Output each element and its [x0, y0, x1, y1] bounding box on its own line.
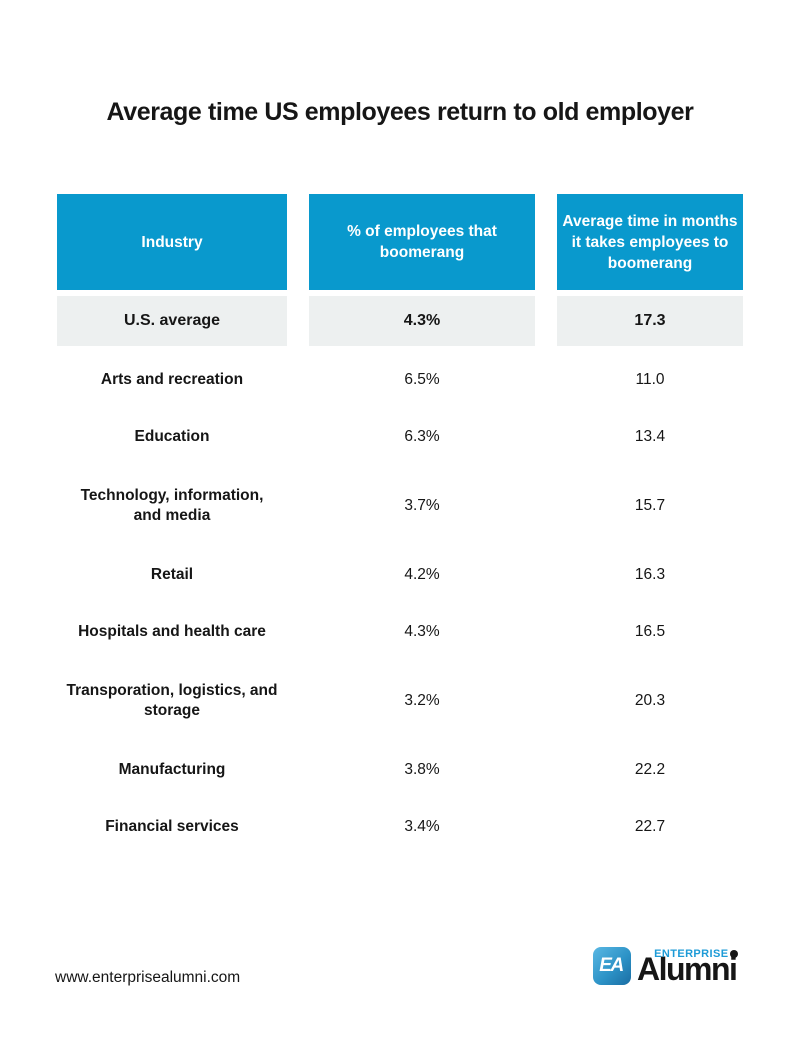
table-row: Arts and recreation 6.5% 11.0 — [57, 351, 743, 408]
table-header-row: Industry % of employees that boomerang A… — [57, 194, 743, 290]
logo-enterprise-row: ENTERPRISE — [654, 948, 739, 960]
pct-cell: 4.2% — [404, 565, 440, 583]
website-url: www.enterprisealumni.com — [55, 969, 241, 986]
industry-cell: Retail — [150, 565, 194, 583]
enterprise-alumni-logo: EA ENTERPRISE Alumni — [593, 947, 739, 987]
industry-cell: Manufacturing — [118, 760, 226, 778]
table-row: Education 6.3% 13.4 — [57, 408, 743, 465]
months-cell: 16.3 — [634, 565, 666, 583]
months-cell: 22.7 — [634, 817, 666, 835]
months-cell: 15.7 — [634, 496, 666, 514]
logo-enterprise-text: ENTERPRISE — [654, 948, 729, 960]
industry-cell: Education — [134, 427, 210, 445]
table-row: Transporation, logistics, and storage 3.… — [57, 660, 743, 741]
table-row: Manufacturing 3.8% 22.2 — [57, 741, 743, 798]
industry-cell: Arts and recreation — [100, 370, 244, 388]
pct-cell: 3.8% — [404, 760, 440, 778]
table-row: Financial services 3.4% 22.7 — [57, 798, 743, 855]
header-cell-industry: Industry — [57, 194, 287, 290]
industry-cell: Technology, information, and media — [80, 486, 264, 524]
logo-alumni-text: Alumni — [637, 951, 738, 987]
table-row: Hospitals and health care 4.3% 16.5 — [57, 603, 743, 660]
pct-cell: 4.3% — [404, 622, 440, 640]
pct-cell: 3.7% — [404, 496, 440, 514]
us-average-months-cell: 17.3 — [557, 296, 743, 346]
table-row: Retail 4.2% 16.3 — [57, 546, 743, 603]
pct-cell: 3.2% — [404, 691, 440, 709]
months-cell: 22.2 — [634, 760, 666, 778]
pct-cell: 6.3% — [404, 427, 440, 445]
industry-cell: Hospitals and health care — [78, 622, 266, 640]
page-title: Average time US employees return to old … — [106, 97, 694, 126]
table-row: Technology, information, and media 3.7% … — [57, 465, 743, 546]
months-cell: 11.0 — [635, 370, 665, 388]
pct-cell: 3.4% — [404, 817, 440, 835]
industry-cell: Financial services — [105, 817, 239, 835]
ea-monogram-icon: EA — [593, 947, 631, 985]
table-body: Arts and recreation 6.5% 11.0 Education … — [57, 351, 743, 855]
logo-wordmark: ENTERPRISE Alumni — [637, 947, 739, 987]
us-average-industry-cell: U.S. average — [57, 296, 287, 346]
pct-cell: 6.5% — [404, 370, 440, 388]
us-average-row: U.S. average 4.3% 17.3 — [57, 296, 743, 346]
header-cell-months: Average time in months it takes employee… — [557, 194, 743, 290]
industry-cell: Transporation, logistics, and storage — [66, 681, 278, 719]
logo-dot-icon — [730, 950, 739, 958]
months-cell: 13.4 — [634, 427, 666, 445]
boomerang-table: Industry % of employees that boomerang A… — [57, 194, 743, 855]
us-average-pct-cell: 4.3% — [309, 296, 535, 346]
header-cell-percent: % of employees that boomerang — [309, 194, 535, 290]
months-cell: 20.3 — [634, 691, 666, 709]
months-cell: 16.5 — [634, 622, 666, 640]
